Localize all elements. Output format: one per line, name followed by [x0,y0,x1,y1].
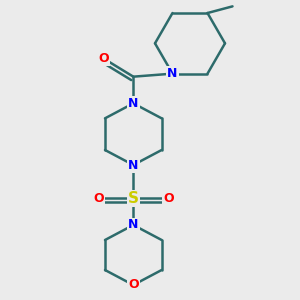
Text: S: S [128,191,139,206]
Text: O: O [98,52,109,65]
Text: O: O [163,192,174,205]
Text: O: O [93,192,104,205]
Text: N: N [128,218,139,232]
Text: O: O [128,278,139,292]
Text: N: N [167,67,178,80]
Text: N: N [128,97,139,110]
Text: N: N [128,158,139,172]
